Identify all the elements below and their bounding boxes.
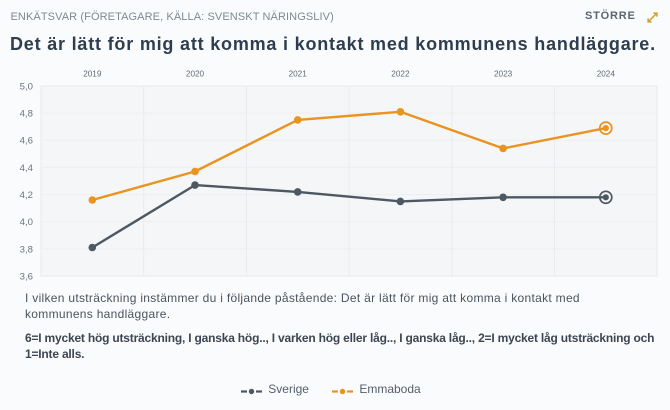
svg-text:4,8: 4,8: [20, 109, 33, 120]
svg-text:4,4: 4,4: [20, 163, 34, 174]
svg-text:2021: 2021: [289, 70, 308, 79]
svg-text:2022: 2022: [391, 70, 410, 79]
svg-text:3,6: 3,6: [20, 271, 33, 282]
svg-text:4,2: 4,2: [20, 190, 33, 201]
svg-text:2024: 2024: [597, 70, 616, 79]
svg-text:2019: 2019: [83, 70, 102, 79]
svg-text:4,0: 4,0: [20, 217, 33, 228]
svg-text:4,6: 4,6: [20, 136, 33, 147]
svg-text:2020: 2020: [186, 70, 205, 79]
svg-text:2023: 2023: [494, 70, 513, 79]
svg-text:5,0: 5,0: [20, 81, 33, 92]
svg-text:3,8: 3,8: [20, 244, 33, 255]
